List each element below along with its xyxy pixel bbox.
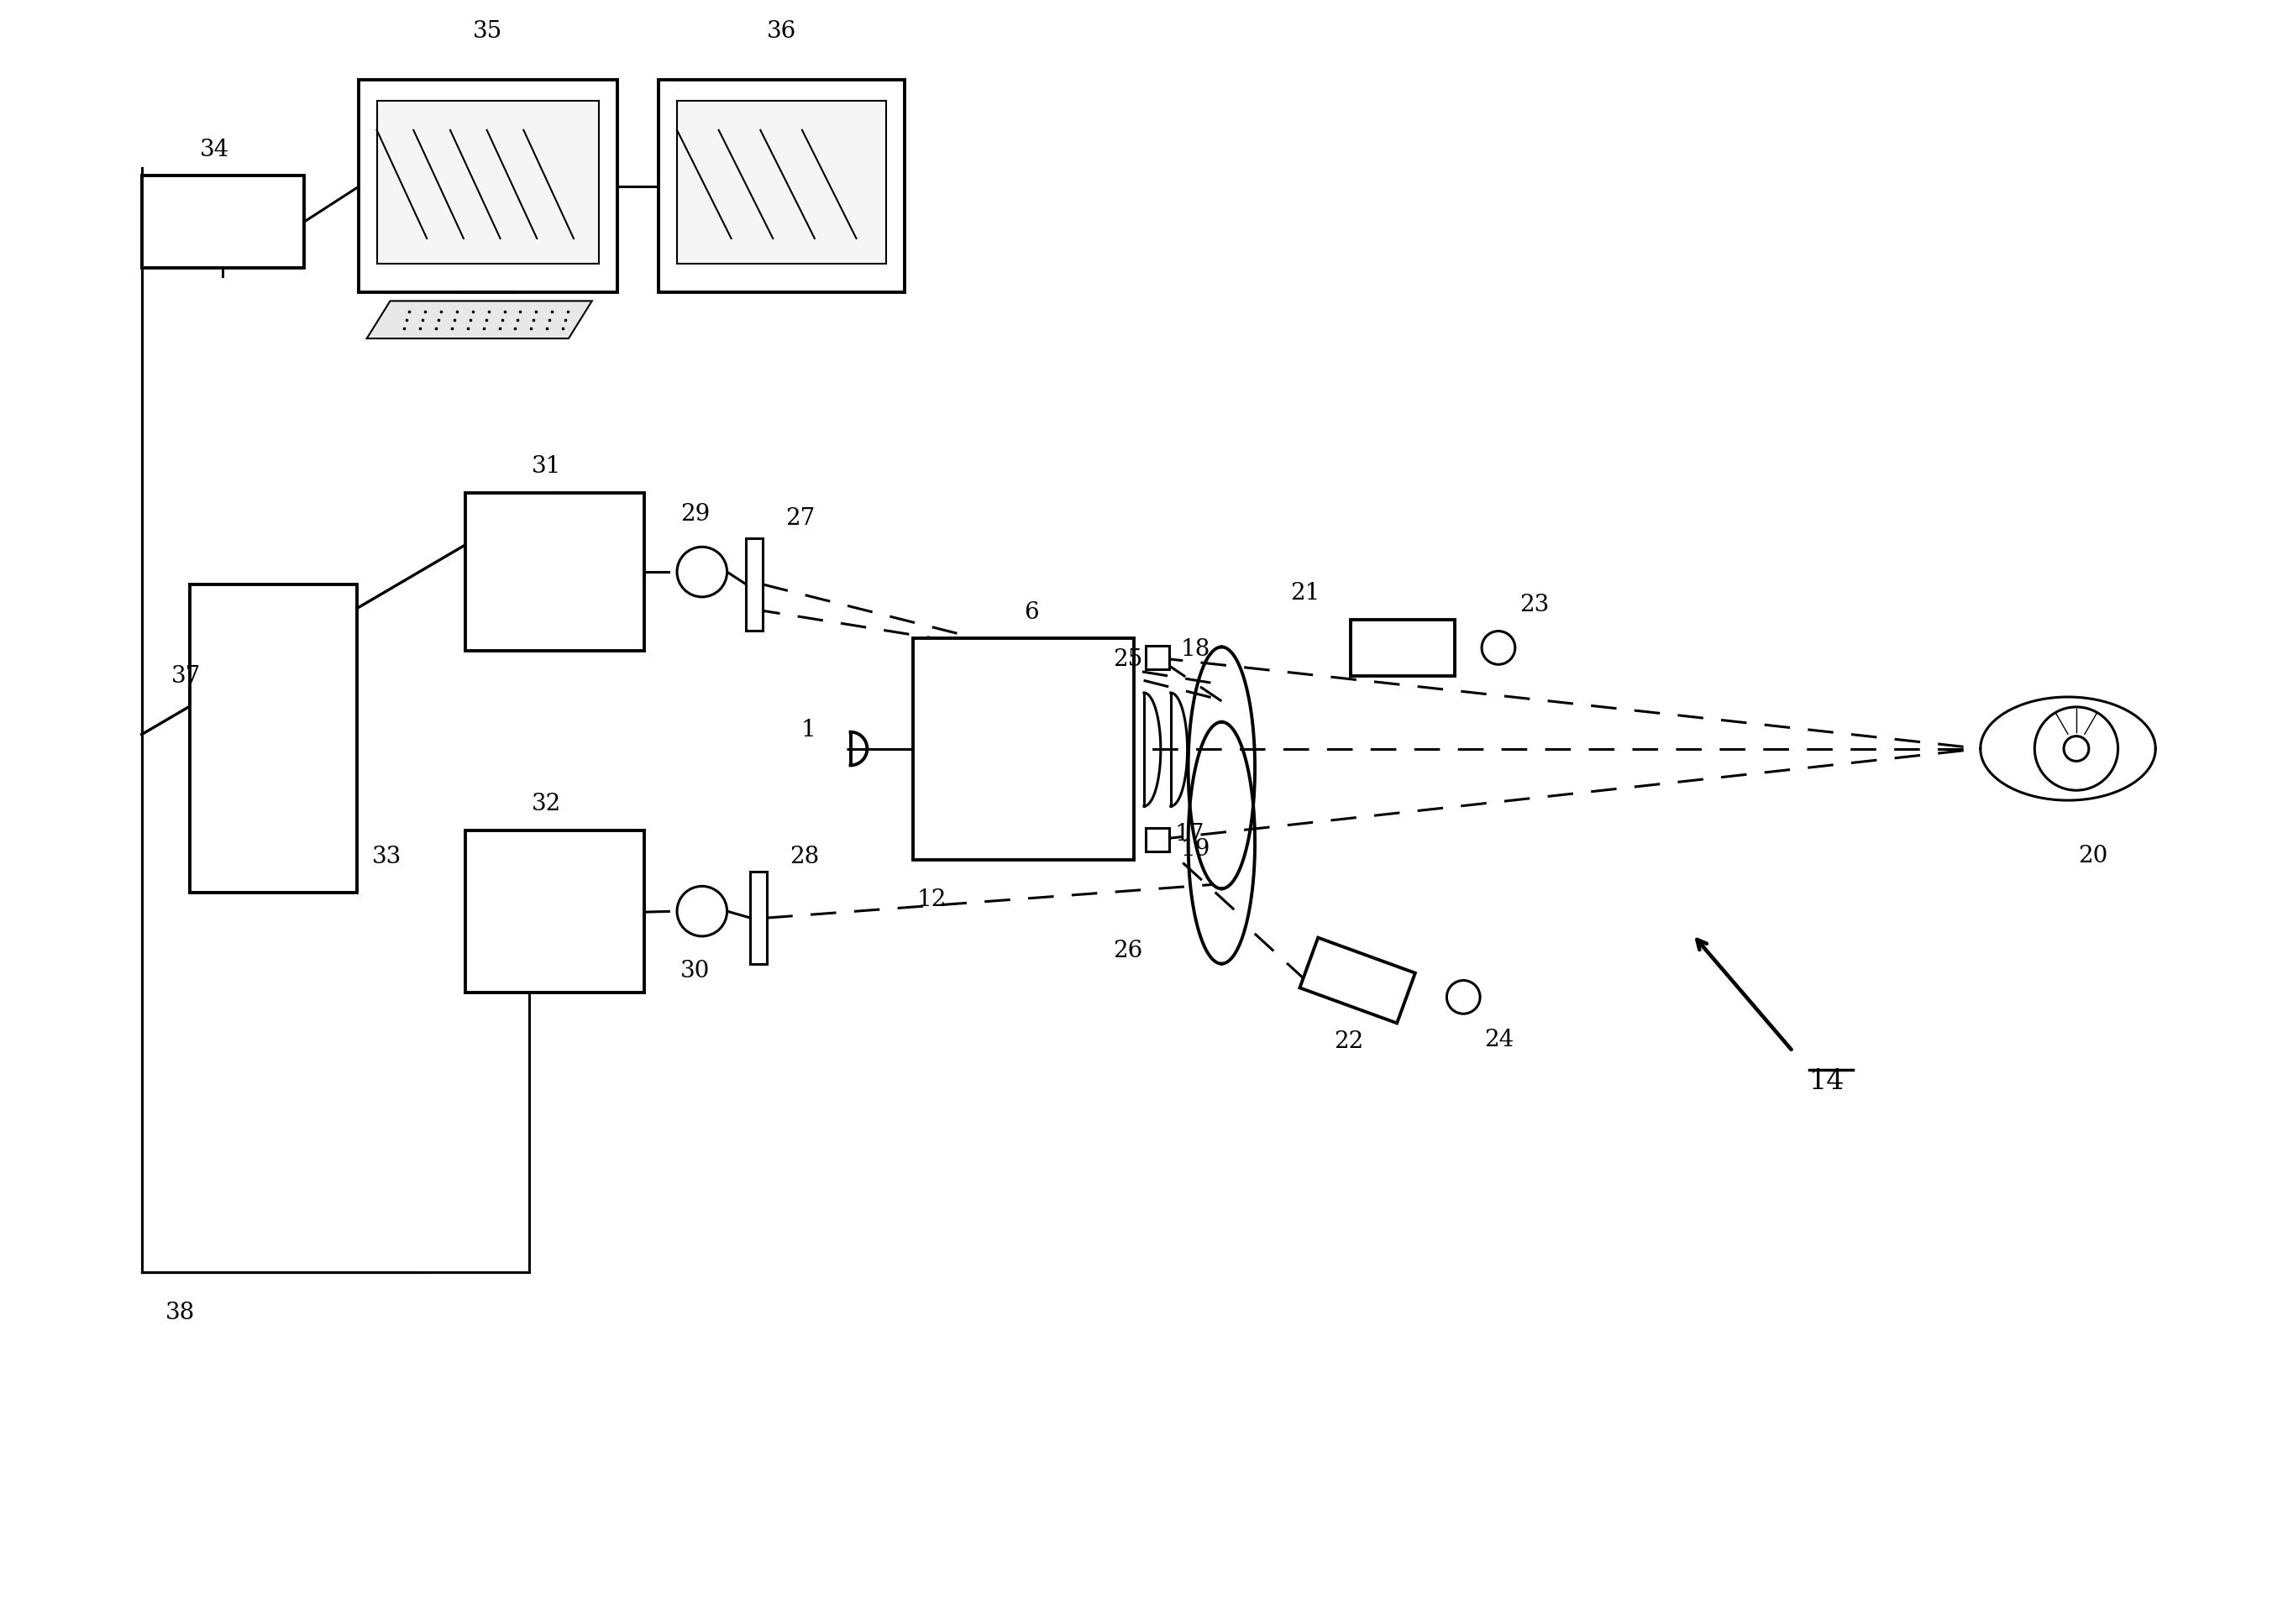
Bar — [677, 101, 885, 263]
Text: 37: 37 — [172, 664, 201, 687]
Text: 12: 12 — [917, 888, 947, 911]
Text: 35: 35 — [474, 19, 503, 42]
Polygon shape — [750, 872, 766, 963]
Bar — [142, 175, 304, 268]
Text: 23: 23 — [1519, 593, 1549, 615]
Bar — [378, 101, 599, 263]
Bar — [190, 585, 357, 893]
Polygon shape — [366, 300, 593, 338]
Text: 18: 18 — [1181, 638, 1210, 661]
Text: 1: 1 — [801, 719, 815, 742]
Text: 24: 24 — [1485, 1028, 1515, 1051]
Text: 20: 20 — [2078, 844, 2107, 867]
Bar — [359, 80, 618, 292]
Bar — [1146, 646, 1169, 669]
Text: 34: 34 — [199, 138, 229, 161]
Polygon shape — [746, 539, 762, 630]
Text: 28: 28 — [789, 844, 819, 867]
Text: 27: 27 — [785, 508, 815, 529]
Text: 33: 33 — [373, 844, 400, 867]
Bar — [1350, 619, 1455, 676]
Text: 25: 25 — [1112, 648, 1142, 671]
Text: 17: 17 — [1176, 823, 1206, 846]
Text: 6: 6 — [1025, 601, 1039, 624]
Polygon shape — [1300, 937, 1416, 1023]
Text: 21: 21 — [1290, 581, 1320, 604]
Bar — [913, 638, 1135, 859]
Text: 38: 38 — [165, 1301, 194, 1324]
Text: 29: 29 — [680, 503, 709, 526]
Text: 14: 14 — [1810, 1069, 1844, 1095]
Bar — [1146, 828, 1169, 851]
Text: 31: 31 — [531, 455, 561, 477]
Bar — [464, 830, 645, 992]
Text: 26: 26 — [1112, 940, 1142, 963]
Text: 32: 32 — [531, 793, 561, 815]
Text: 22: 22 — [1334, 1030, 1364, 1052]
Text: 19: 19 — [1181, 838, 1210, 861]
Bar — [659, 80, 904, 292]
Text: 30: 30 — [680, 960, 709, 983]
Text: 36: 36 — [766, 19, 796, 42]
Bar — [464, 492, 645, 651]
